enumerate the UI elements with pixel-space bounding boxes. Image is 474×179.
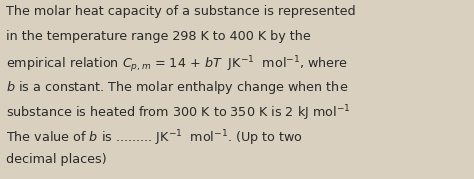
Text: substance is heated from 300 K to 350 K is 2 kJ mol$^{-1}$: substance is heated from 300 K to 350 K …: [6, 103, 350, 123]
Text: The value of $b$ is ......... JK$^{-1}$  mol$^{-1}$. (Up to two: The value of $b$ is ......... JK$^{-1}$ …: [6, 128, 303, 147]
Text: empirical relation $C_{p,m}$ = 14 + $bT$  JK$^{-1}$  mol$^{-1}$, where: empirical relation $C_{p,m}$ = 14 + $bT$…: [6, 54, 348, 75]
Text: $b$ is a constant. The molar enthalpy change when the: $b$ is a constant. The molar enthalpy ch…: [6, 79, 348, 96]
Text: in the temperature range 298 K to 400 K by the: in the temperature range 298 K to 400 K …: [6, 30, 310, 43]
Text: The molar heat capacity of a substance is represented: The molar heat capacity of a substance i…: [6, 5, 356, 18]
Text: decimal places): decimal places): [6, 153, 106, 166]
